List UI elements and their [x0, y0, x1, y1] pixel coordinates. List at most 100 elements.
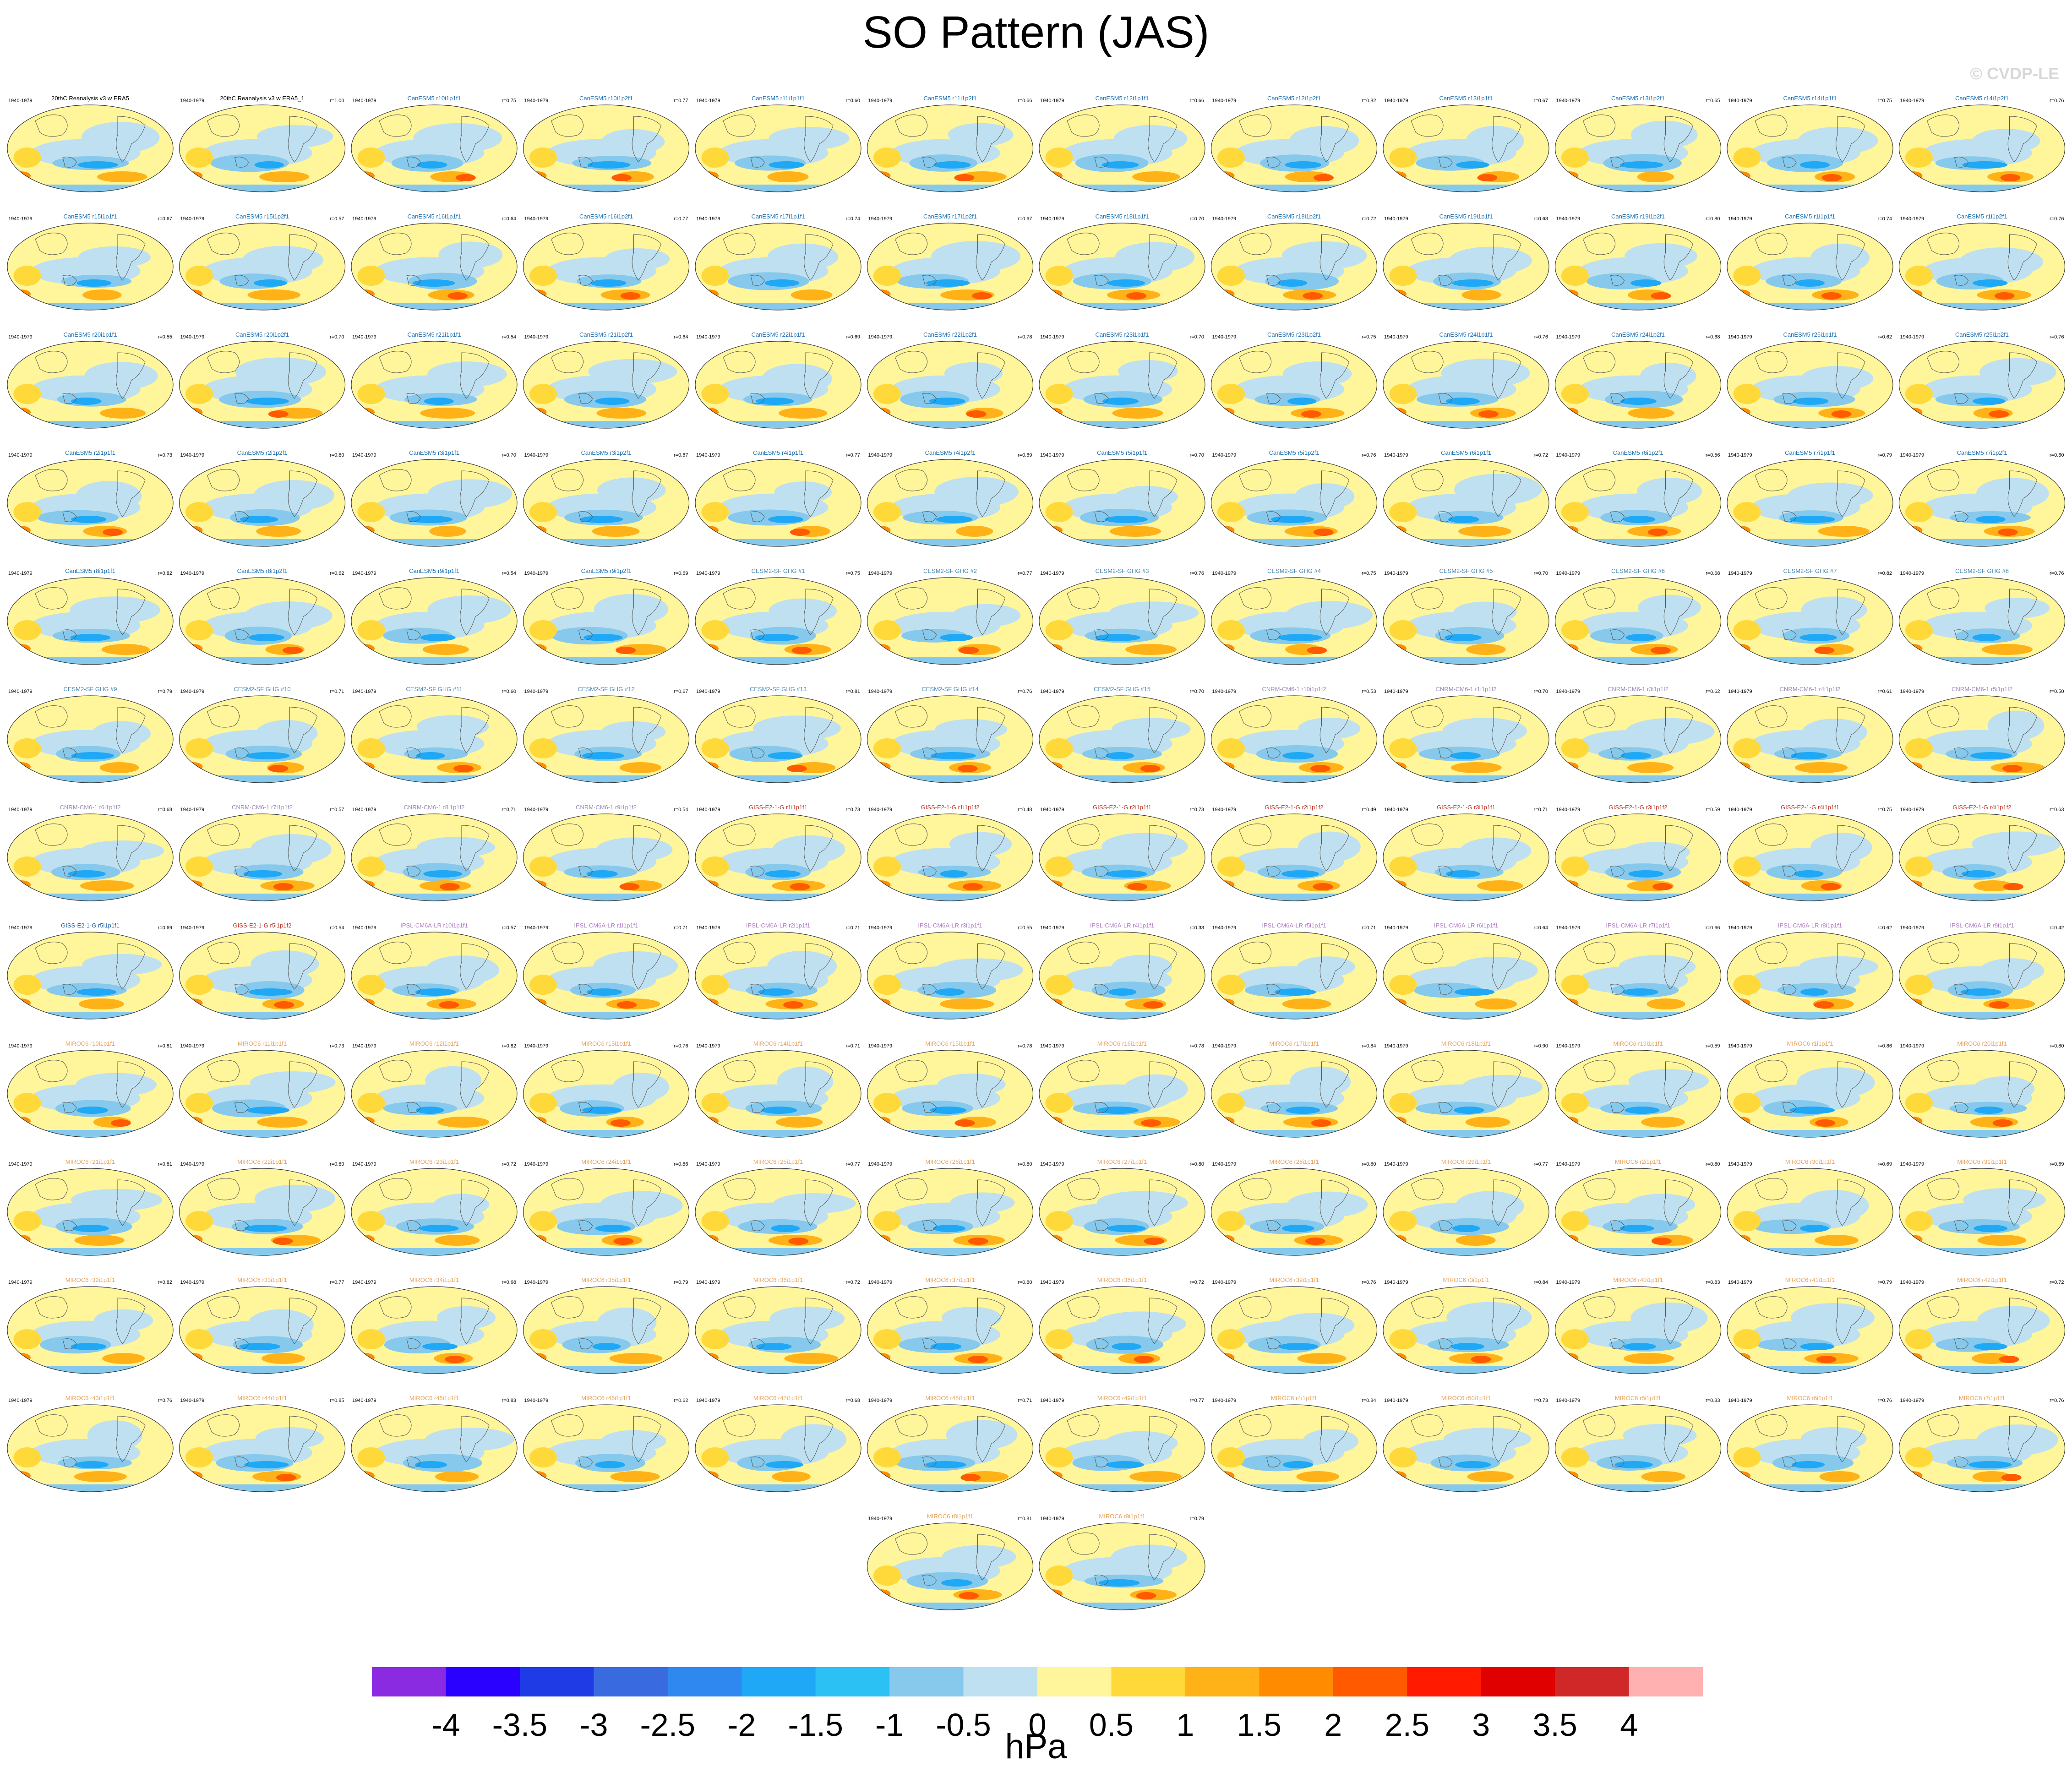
negative-anomaly [933, 1225, 965, 1232]
panel-title: MIROC6 r42i1p1f1 [1957, 1276, 2007, 1283]
slp-field [523, 1287, 689, 1374]
continent-outline [922, 1220, 937, 1231]
continent-outline [1320, 1298, 1350, 1344]
negative-anomaly [94, 1309, 153, 1331]
positive-anomaly [1902, 171, 1923, 180]
panel-period: 1940-1979 [1212, 1162, 1237, 1167]
slp-field [523, 1405, 689, 1492]
map-panel: 1940-1979 CNRM-CM6-1 r5i1p1f2 r=0.50 [1898, 686, 2066, 783]
positive-anomaly [1042, 1117, 1063, 1126]
slp-field [179, 696, 345, 783]
map-border [1554, 1050, 1722, 1138]
map-panel: 1940-1979 CanESM5 r24i1p2f1 r=0.68 [1554, 331, 1722, 429]
negative-anomaly [1810, 243, 1870, 273]
negative-anomaly [1450, 1343, 1484, 1350]
continent-outline [976, 825, 1006, 872]
positive-anomaly [1905, 975, 1933, 995]
negative-anomaly [425, 955, 499, 984]
positive-anomaly [1647, 529, 1668, 536]
continent-outline [1438, 1102, 1453, 1113]
panel-correlation: r=0.80 [1706, 1162, 1720, 1167]
negative-anomaly [523, 657, 689, 665]
negative-anomaly [1285, 161, 1322, 169]
positive-anomaly [10, 1353, 31, 1362]
positive-anomaly [1558, 1117, 1579, 1126]
continent-outline [1782, 1102, 1797, 1113]
map-panel: 1940-1979 CNRM-CM6-1 r4i1p1f2 r=0.61 [1727, 686, 1893, 783]
negative-anomaly [753, 715, 841, 741]
slp-field [1383, 696, 1549, 783]
map-border [1898, 1286, 2066, 1374]
map-panel: 1940-1979 CanESM5 r14i1p1f1 r=0.75 [1727, 95, 1893, 192]
negative-anomaly [248, 634, 284, 641]
panel-correlation: r=0.76 [2050, 1398, 2064, 1403]
positive-anomaly [354, 171, 375, 180]
positive-anomaly [1045, 1329, 1073, 1349]
slp-field [1211, 1287, 1377, 1374]
negative-anomaly [1211, 894, 1377, 901]
negative-anomaly [1799, 161, 1830, 169]
continent-outline [406, 866, 421, 877]
continent-outline [1663, 825, 1694, 872]
continent-outline [1926, 1060, 1959, 1082]
panel-period: 1940-1979 [180, 689, 205, 694]
map-border [179, 223, 346, 311]
slp-field [1899, 1287, 2065, 1374]
positive-anomaly [1045, 502, 1073, 522]
panel-correlation: r=0.63 [2050, 807, 2064, 813]
panel-title: GISS-E2-1-G r2i1p1f1 [1093, 804, 1151, 811]
positive-anomaly [609, 1353, 663, 1364]
continent-outline [1320, 1179, 1350, 1226]
map-border [1039, 1050, 1205, 1138]
negative-anomaly [1614, 1461, 1653, 1468]
negative-anomaly [1640, 362, 1696, 389]
negative-anomaly [76, 988, 117, 996]
positive-anomaly [1389, 1211, 1417, 1231]
negative-anomaly [1794, 870, 1824, 878]
positive-anomaly [1821, 174, 1842, 181]
positive-anomaly [1386, 998, 1407, 1008]
map-border [1898, 1404, 2066, 1492]
negative-anomaly [1972, 129, 2040, 153]
continent-outline [578, 1456, 593, 1467]
panel-title: GISS-E2-1-G r3i1p1f2 [1609, 804, 1668, 811]
continent-outline [1663, 1416, 1694, 1462]
slp-field [695, 1405, 861, 1492]
continent-outline [116, 943, 146, 990]
negative-anomaly [1211, 539, 1377, 546]
continent-outline [578, 511, 593, 522]
panel-correlation: r=0.76 [2050, 334, 2064, 340]
negative-anomaly [179, 1130, 345, 1137]
map-border [1039, 695, 1205, 783]
continent-outline [1782, 275, 1797, 286]
panel-period: 1940-1979 [1212, 571, 1237, 576]
continent-outline [234, 1102, 249, 1113]
panel-period: 1940-1979 [1384, 807, 1408, 813]
map-border [1554, 1404, 1722, 1492]
positive-anomaly [1730, 1117, 1750, 1126]
negative-anomaly [1289, 126, 1359, 155]
panel-period: 1940-1979 [868, 689, 893, 694]
continent-outline [406, 393, 421, 404]
continent-outline [750, 1220, 765, 1231]
negative-anomaly [1899, 894, 2065, 901]
continent-outline [922, 157, 937, 168]
map-border [1898, 341, 2066, 429]
continent-outline [578, 157, 593, 168]
slp-field [351, 1168, 517, 1255]
panel-title: CanESM5 r2i1p1f1 [65, 449, 115, 456]
negative-anomaly [867, 1248, 1033, 1255]
negative-anomaly [1454, 988, 1495, 996]
panel-period: 1940-1979 [352, 1398, 376, 1403]
panel-period: 1940-1979 [180, 453, 205, 458]
panel-correlation: r=0.82 [1878, 571, 1892, 576]
positive-anomaly [1127, 883, 1148, 890]
panel-correlation: r=0.71 [1534, 807, 1549, 813]
panel-correlation: r=0.77 [674, 216, 688, 222]
slp-field [695, 932, 861, 1019]
colorbar-swatch [519, 1667, 594, 1696]
continent-outline [1755, 1178, 1788, 1200]
panel-title: MIROC6 r35i1p1f1 [581, 1276, 631, 1283]
map-border [867, 813, 1034, 901]
positive-anomaly [13, 384, 41, 404]
